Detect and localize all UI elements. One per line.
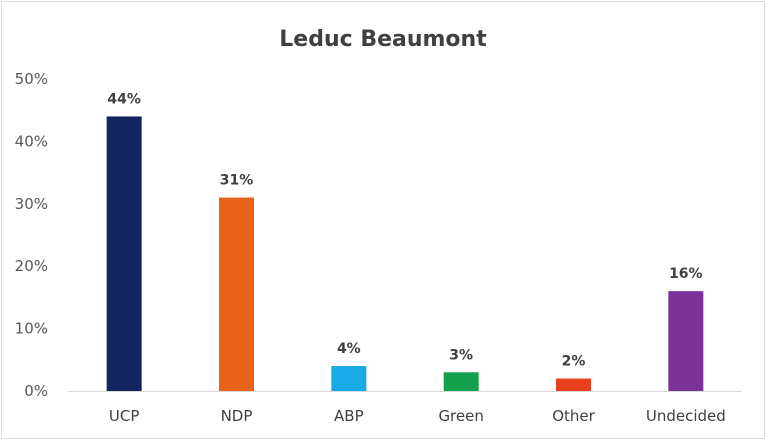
y-tick-label: 50%: [15, 70, 48, 88]
y-tick-label: 0%: [24, 382, 48, 400]
y-tick-label: 10%: [15, 320, 48, 338]
data-label-undecided: 16%: [669, 266, 703, 282]
category-label-green: Green: [438, 407, 483, 425]
data-label-other: 2%: [562, 354, 586, 370]
bar-ndp: [219, 197, 254, 391]
bar-green: [443, 372, 479, 391]
category-label-other: Other: [552, 407, 595, 425]
bar-abp: [331, 366, 367, 391]
category-labels-group: UCP NDP ABP Green Other Undecided: [109, 407, 726, 425]
category-label-abp: ABP: [334, 407, 364, 425]
y-tick-label: 40%: [15, 132, 48, 150]
category-label-ndp: NDP: [221, 407, 253, 425]
category-label-ucp: UCP: [109, 407, 140, 425]
y-axis: 0% 10% 20% 30% 40% 50%: [15, 70, 48, 400]
y-tick-label: 20%: [15, 257, 48, 275]
data-label-ndp: 31%: [220, 173, 254, 189]
data-label-ucp: 44%: [107, 91, 141, 107]
chart-title: Leduc Beaumont: [279, 27, 487, 52]
bar-other: [556, 378, 591, 391]
bars-group: [106, 116, 704, 391]
bar-undecided: [668, 291, 704, 391]
category-label-undecided: Undecided: [646, 407, 726, 425]
data-label-green: 3%: [449, 347, 473, 363]
data-label-abp: 4%: [337, 341, 361, 357]
data-labels-group: 44% 31% 4% 3% 2% 16%: [107, 91, 702, 369]
bar-ucp: [106, 116, 142, 391]
y-tick-label: 30%: [15, 195, 48, 213]
